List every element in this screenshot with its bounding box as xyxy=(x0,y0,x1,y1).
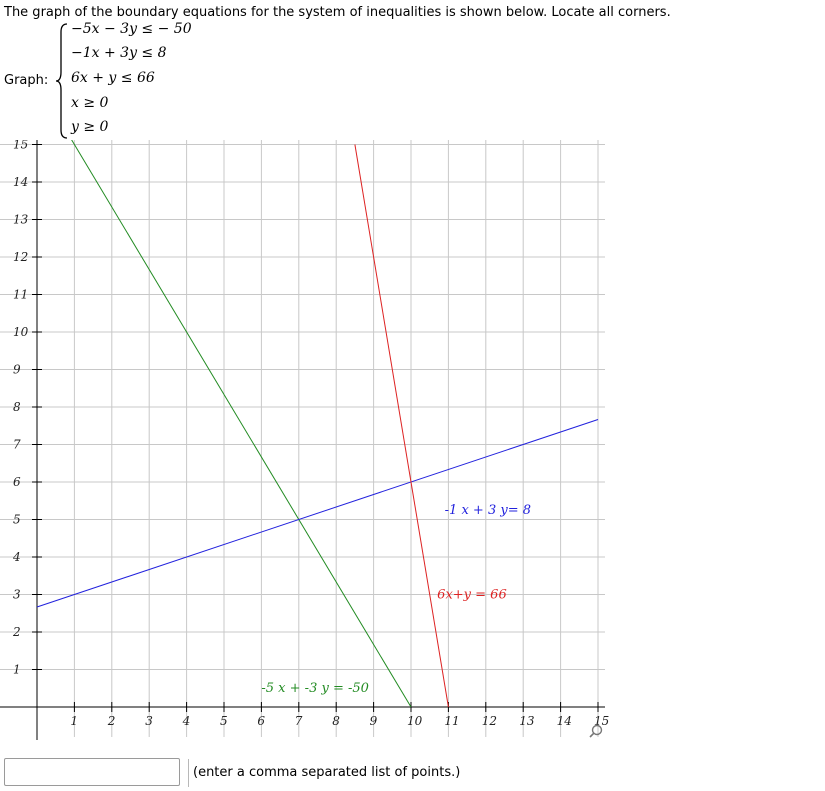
y-tick-label: 11 xyxy=(13,288,28,302)
inequality-5: y ≥ 0 xyxy=(71,119,109,135)
boundary-lines xyxy=(36,140,599,708)
y-tick-label: 9 xyxy=(13,363,21,377)
x-tick-label: 1 xyxy=(70,714,78,728)
inequality-1: −5x − 3y ≤ − 50 xyxy=(71,21,192,37)
x-tick-label: 15 xyxy=(594,714,609,728)
inequality-4: x ≥ 0 xyxy=(71,95,109,111)
magnifier-icon[interactable] xyxy=(589,724,603,738)
line-labels: -5 x + -3 y = -50 -1 x + 3 y= 8 6x+y = 66 xyxy=(261,503,531,696)
x-tick-label: 13 xyxy=(519,714,535,728)
x-tick-label: 5 xyxy=(220,714,228,728)
series-label-1: -5 x + -3 y = -50 xyxy=(261,681,369,696)
y-tick-label: 15 xyxy=(13,140,28,152)
x-tick-label: 2 xyxy=(107,714,116,728)
x-tick-label: 6 xyxy=(257,714,265,728)
series-line-2 xyxy=(36,419,599,608)
inequality-2: −1x + 3y ≤ 8 xyxy=(71,45,167,61)
y-tick-label: 2 xyxy=(12,625,21,639)
answer-input[interactable] xyxy=(4,758,180,786)
tick-labels: 1 2 3 4 5 6 7 8 9 10 11 12 13 14 151234567891011121314… xyxy=(12,140,609,728)
y-tick-label: 1 xyxy=(13,663,21,677)
y-tick-label: 13 xyxy=(13,213,29,227)
y-tick-label: 14 xyxy=(13,175,28,189)
x-tick-label: 7 xyxy=(295,714,303,728)
system-brace xyxy=(55,23,68,139)
answer-hint: (enter a comma separated list of points.… xyxy=(188,759,488,787)
y-tick-label: 12 xyxy=(13,250,28,264)
y-tick-label: 5 xyxy=(13,513,21,527)
inequality-graph: 1 2 3 4 5 6 7 8 9 10 11 12 13 14 151234567891011121314… xyxy=(0,140,609,740)
inequality-3: 6x + y ≤ 66 xyxy=(71,70,155,86)
x-tick-label: 14 xyxy=(557,714,572,728)
series-line-1 xyxy=(71,140,412,708)
series-label-2: -1 x + 3 y= 8 xyxy=(445,503,531,518)
problem-prompt: The graph of the boundary equations for … xyxy=(4,5,671,20)
y-tick-label: 4 xyxy=(12,550,21,564)
axes xyxy=(0,140,605,740)
y-tick-label: 7 xyxy=(13,438,21,452)
y-tick-label: 6 xyxy=(13,475,21,489)
x-tick-label: 9 xyxy=(370,714,378,728)
x-tick-label: 8 xyxy=(332,714,340,728)
x-tick-label: 11 xyxy=(444,714,459,728)
series-label-3: 6x+y = 66 xyxy=(437,587,507,602)
y-tick-label: 10 xyxy=(13,325,29,339)
x-tick-label: 12 xyxy=(482,714,497,728)
x-tick-label: 4 xyxy=(182,714,191,728)
x-tick-label: 3 xyxy=(145,714,153,728)
graph-label: Graph: xyxy=(4,73,49,88)
y-tick-label: 3 xyxy=(13,588,21,602)
x-tick-label: 10 xyxy=(407,714,423,728)
y-tick-label: 8 xyxy=(13,400,21,414)
grid-lines xyxy=(0,140,605,737)
series-line-3 xyxy=(354,144,449,708)
